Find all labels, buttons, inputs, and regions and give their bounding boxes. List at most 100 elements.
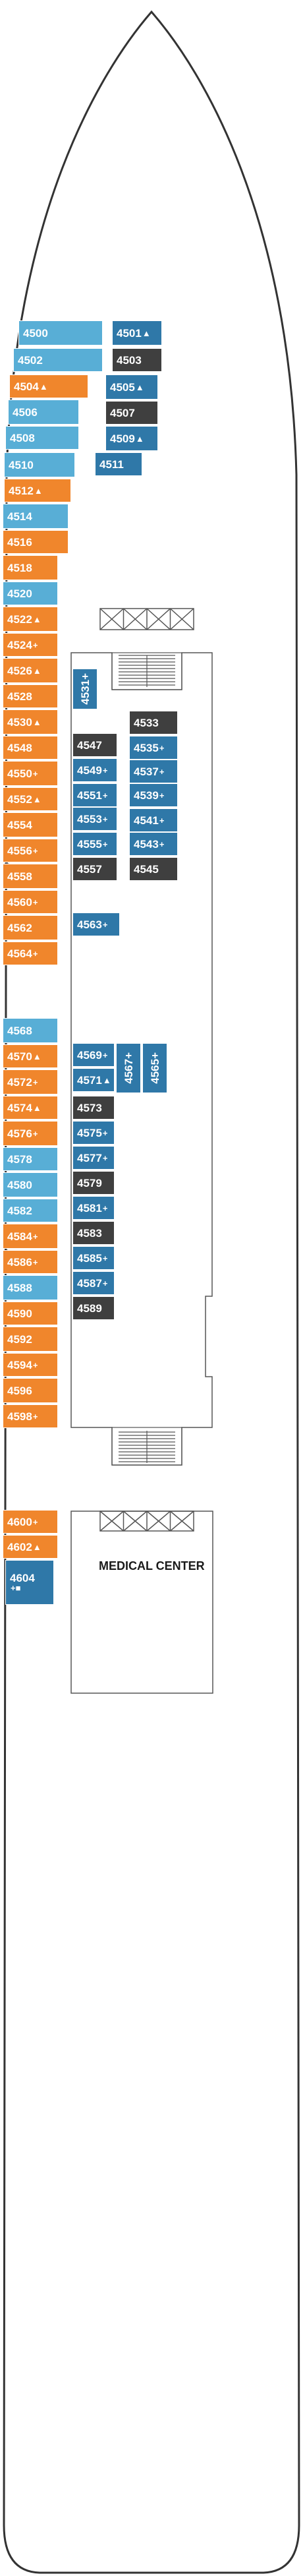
cabin-4520[interactable]: 4520 (3, 582, 58, 605)
cabin-4508[interactable]: 4508 (5, 426, 79, 450)
cabin-4589[interactable]: 4589 (72, 1296, 115, 1320)
cabin-number: 4567+ (122, 1052, 135, 1084)
triangle-accessible-icon: ▲ (39, 381, 48, 392)
cabin-4558[interactable]: 4558 (3, 864, 58, 889)
cabin-number: 4584 (7, 1230, 32, 1243)
cabin-4522[interactable]: 4522 ▲ (3, 607, 58, 632)
cabin-4577[interactable]: 4577 + (72, 1146, 115, 1170)
cabin-4578[interactable]: 4578 (3, 1147, 58, 1171)
plus-sofa-icon: + (32, 948, 38, 959)
cabin-4588[interactable]: 4588 (3, 1275, 58, 1300)
cabin-4570[interactable]: 4570 ▲ (3, 1044, 58, 1068)
cabin-4528[interactable]: 4528 (3, 684, 58, 708)
cabin-4502[interactable]: 4502 (13, 348, 103, 372)
cabin-4581[interactable]: 4581 + (72, 1196, 115, 1220)
cabin-4576[interactable]: 4576 + (3, 1121, 58, 1146)
cabin-4587[interactable]: 4587 + (72, 1271, 115, 1295)
cabin-4574[interactable]: 4574 ▲ (3, 1096, 58, 1120)
cabin-4503[interactable]: 4503 (112, 348, 162, 372)
cabin-number: 4526 (7, 664, 32, 677)
cabin-4504[interactable]: 4504 ▲ (9, 374, 88, 398)
cabin-number: 4571 (77, 1073, 102, 1087)
cabin-4575[interactable]: 4575 + (72, 1121, 115, 1145)
cabin-4569[interactable]: 4569 + (72, 1043, 115, 1067)
cabin-4565[interactable]: 4565+ (142, 1043, 167, 1093)
cabin-4524[interactable]: 4524 + (3, 633, 58, 657)
cabin-4509[interactable]: 4509 ▲ (105, 426, 158, 451)
cabin-4510[interactable]: 4510 (4, 452, 75, 477)
cabin-4583[interactable]: 4583 (72, 1221, 115, 1245)
cabin-4516[interactable]: 4516 (3, 530, 69, 554)
cabin-number: 4560 (7, 895, 32, 909)
cabin-4539[interactable]: 4539 + (129, 783, 178, 807)
cabin-4526[interactable]: 4526 ▲ (3, 658, 58, 683)
triangle-accessible-icon: ▲ (32, 717, 41, 727)
cabin-4555[interactable]: 4555 + (72, 832, 117, 856)
cabin-4549[interactable]: 4549 + (72, 758, 117, 782)
cabin-4501[interactable]: 4501 ▲ (112, 320, 162, 345)
cabin-number: 4556 (7, 844, 32, 857)
cabin-number: 4583 (77, 1226, 102, 1240)
cabin-4572[interactable]: 4572 + (3, 1069, 58, 1094)
cabin-4554[interactable]: 4554 (3, 812, 58, 837)
cabin-4562[interactable]: 4562 (3, 915, 58, 940)
cabin-4547[interactable]: 4547 (72, 733, 117, 757)
cabin-4506[interactable]: 4506 (8, 400, 79, 425)
cabin-4580[interactable]: 4580 (3, 1172, 58, 1197)
cabin-4579[interactable]: 4579 (72, 1171, 115, 1195)
plus-sofa-icon: + (32, 768, 38, 779)
cabin-4551[interactable]: 4551 + (72, 783, 117, 807)
plus-sofa-icon: + (32, 1077, 38, 1087)
cabin-4518[interactable]: 4518 (3, 555, 58, 580)
cabin-4567[interactable]: 4567+ (116, 1043, 141, 1093)
cabin-4507[interactable]: 4507 (105, 401, 158, 425)
cabin-4586[interactable]: 4586 + (3, 1250, 58, 1274)
cabin-4600[interactable]: 4600 + (3, 1510, 58, 1534)
cabin-4592[interactable]: 4592 (3, 1327, 58, 1352)
cabin-4533[interactable]: 4533 (129, 711, 178, 734)
cabin-number: 4552 (7, 793, 32, 806)
cabin-4584[interactable]: 4584 + (3, 1224, 58, 1249)
cabin-4530[interactable]: 4530 ▲ (3, 709, 58, 734)
cabin-4560[interactable]: 4560 + (3, 890, 58, 914)
cabin-4543[interactable]: 4543 + (129, 832, 178, 856)
cabin-4500[interactable]: 4500 (18, 320, 103, 345)
cabin-4598[interactable]: 4598 + (3, 1404, 58, 1428)
cabin-4548[interactable]: 4548 (3, 736, 58, 760)
cabin-4550[interactable]: 4550 + (3, 761, 58, 786)
plus-sofa-icon: + (159, 839, 165, 849)
cabin-4596[interactable]: 4596 (3, 1378, 58, 1403)
cabin-number: 4547 (77, 738, 102, 752)
cabin-4514[interactable]: 4514 (3, 504, 69, 529)
cabin-4512[interactable]: 4512 ▲ (4, 479, 71, 502)
cabin-4564[interactable]: 4564 + (3, 942, 58, 965)
cabin-4545[interactable]: 4545 (129, 857, 178, 881)
cabin-4505[interactable]: 4505 ▲ (105, 374, 158, 400)
plus-sofa-icon: + (32, 845, 38, 856)
cabin-4563[interactable]: 4563 + (72, 913, 120, 936)
cabin-4594[interactable]: 4594 + (3, 1353, 58, 1377)
cabin-4553[interactable]: 4553 + (72, 807, 117, 831)
cabin-4602[interactable]: 4602 ▲ (3, 1535, 58, 1559)
cabin-number: 4502 (18, 353, 43, 367)
cabin-4585[interactable]: 4585 + (72, 1246, 115, 1270)
cabin-4541[interactable]: 4541 + (129, 808, 178, 832)
cabin-4537[interactable]: 4537 + (129, 760, 178, 783)
cabin-4557[interactable]: 4557 (72, 857, 117, 881)
medical-center-label: MEDICAL CENTER (99, 1559, 205, 1573)
cabin-4573[interactable]: 4573 (72, 1096, 115, 1120)
cabin-4568[interactable]: 4568 (3, 1018, 58, 1043)
cabin-number: 4569 (77, 1048, 102, 1062)
cabin-4604[interactable]: 4604 +■ (5, 1560, 54, 1605)
cabin-number: 4501 (117, 326, 142, 340)
stairs-icon (111, 1427, 182, 1466)
cabin-4535[interactable]: 4535 + (129, 736, 178, 760)
cabin-4556[interactable]: 4556 + (3, 839, 58, 862)
cabin-4571[interactable]: 4571 ▲ (72, 1068, 115, 1092)
cabin-4531[interactable]: 4531+ (72, 669, 97, 709)
cabin-number: 4555 (77, 837, 102, 851)
cabin-4552[interactable]: 4552 ▲ (3, 787, 58, 811)
cabin-4511[interactable]: 4511 (95, 452, 142, 476)
cabin-4582[interactable]: 4582 (3, 1199, 58, 1222)
cabin-4590[interactable]: 4590 (3, 1302, 58, 1325)
